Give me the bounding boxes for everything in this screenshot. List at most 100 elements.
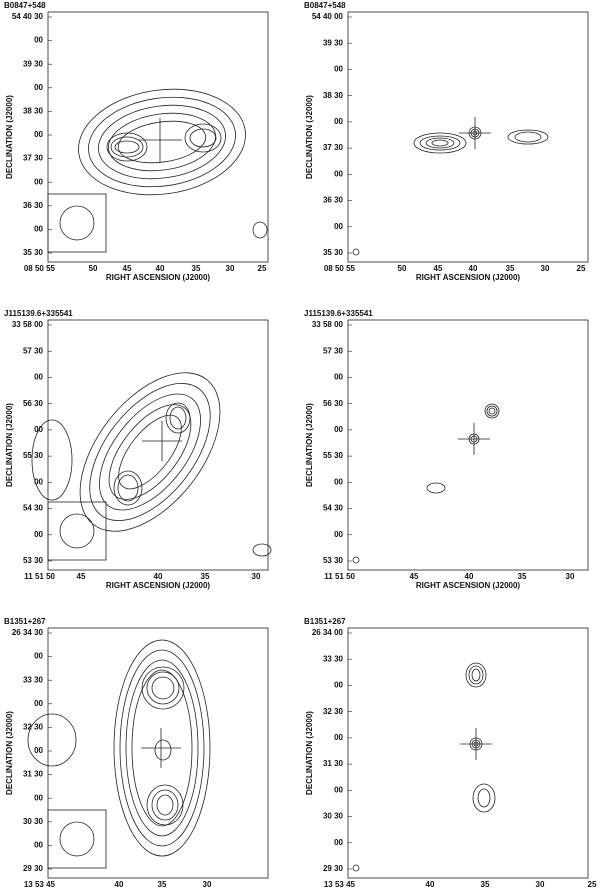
panel-frame — [347, 319, 589, 571]
x-tick-label: 30 — [541, 264, 550, 273]
y-tick-label: 56 30 — [23, 399, 44, 408]
contour — [117, 474, 139, 502]
y-tick-label: 56 30 — [323, 399, 344, 408]
y-tick-label: 36 30 — [323, 196, 344, 205]
contour — [252, 543, 272, 557]
x-axis-label: RIGHT ASCENSION (J2000) — [416, 273, 521, 282]
y-tick-label: 54 40 00 — [312, 12, 344, 21]
beam — [59, 205, 95, 241]
y-axis-label: DECLINATION (J2000) — [5, 711, 14, 795]
x-tick-label: 13 53 45 — [24, 880, 56, 887]
y-tick-label: 39 30 — [323, 38, 344, 47]
contour — [413, 132, 467, 154]
y-tick-label: 00 — [334, 117, 343, 126]
x-tick-label: 40 — [465, 572, 474, 581]
contour — [514, 131, 542, 143]
contour — [89, 382, 211, 522]
contour — [108, 404, 192, 500]
y-tick-label: 32 30 — [23, 723, 44, 732]
contour — [78, 88, 246, 196]
y-tick-label: 54 40 30 — [12, 12, 44, 21]
panel-title: J115139.6+335541 — [304, 309, 373, 318]
x-tick-label: 08 50 55 — [24, 264, 56, 273]
contour — [146, 784, 184, 826]
y-tick-label: 00 — [34, 652, 43, 661]
contour — [165, 402, 191, 434]
x-axis-label: RIGHT ASCENSION (J2000) — [416, 581, 521, 590]
x-tick-label: 40 — [115, 880, 124, 887]
y-tick-label: 00 — [34, 36, 43, 45]
y-tick-label: 54 30 — [323, 504, 344, 513]
y-tick-label: 37 30 — [23, 154, 44, 163]
x-tick-label: 50 — [89, 264, 98, 273]
y-tick-label: 00 — [34, 699, 43, 708]
contour — [113, 470, 143, 506]
contour — [99, 393, 201, 511]
x-axis-label: RIGHT ASCENSION (J2000) — [106, 273, 211, 282]
y-tick-label: 26 34 00 — [312, 628, 344, 637]
y-tick-label: 29 30 — [323, 864, 344, 873]
beam — [352, 556, 360, 564]
contour — [431, 139, 449, 147]
y-tick-label: 00 — [34, 530, 43, 539]
y-tick-label: 54 30 — [23, 504, 44, 513]
x-tick-label: 45 — [123, 264, 132, 273]
contour — [471, 668, 481, 682]
contour — [79, 372, 221, 532]
x-tick-label: 30 — [226, 264, 235, 273]
y-tick-label: 00 — [34, 177, 43, 186]
panel-title: B0847+548 — [4, 1, 46, 10]
y-tick-label: 00 — [334, 838, 343, 847]
contour — [27, 713, 77, 767]
y-tick-label: 00 — [334, 222, 343, 231]
contour — [484, 403, 500, 419]
y-tick-label: 30 30 — [323, 812, 344, 821]
y-tick-label: 57 30 — [23, 346, 44, 355]
y-tick-label: 38 30 — [23, 107, 44, 116]
y-axis-label: DECLINATION (J2000) — [305, 711, 314, 795]
panel-title: B1351+267 — [4, 617, 46, 626]
x-tick-label: 40 — [469, 264, 478, 273]
y-tick-label: 36 30 — [23, 201, 44, 210]
y-tick-label: 35 30 — [23, 248, 44, 257]
contour — [507, 129, 549, 145]
x-tick-label: 08 50 55 — [324, 264, 356, 273]
contour — [477, 788, 491, 808]
y-axis-label: DECLINATION (J2000) — [305, 95, 314, 179]
contour — [189, 128, 217, 148]
x-tick-label: 35 — [158, 880, 167, 887]
contour — [488, 407, 496, 415]
y-tick-label: 00 — [334, 477, 343, 486]
x-tick-label: 45 — [434, 264, 443, 273]
y-tick-label: 38 30 — [323, 91, 344, 100]
contour — [118, 414, 182, 490]
beam — [59, 513, 95, 549]
y-tick-label: 32 30 — [323, 707, 344, 716]
panel-title: B0847+548 — [304, 1, 346, 10]
contour — [252, 221, 268, 239]
contour — [110, 136, 144, 158]
y-tick-label: 00 — [334, 530, 343, 539]
y-tick-label: 00 — [334, 733, 343, 742]
y-tick-label: 00 — [34, 793, 43, 802]
y-tick-label: 53 30 — [323, 556, 344, 565]
contour — [114, 140, 140, 154]
contour — [88, 96, 236, 188]
contour — [141, 666, 185, 710]
contour — [426, 482, 446, 494]
contour — [98, 104, 226, 180]
y-tick-label: 00 — [334, 65, 343, 74]
y-tick-label: 55 30 — [23, 451, 44, 460]
y-tick-label: 00 — [334, 681, 343, 690]
contour — [184, 123, 222, 153]
beam-box — [47, 193, 107, 253]
y-tick-label: 39 30 — [23, 59, 44, 68]
x-tick-label: 45 — [410, 572, 419, 581]
x-tick-label: 13 53 45 — [324, 880, 356, 887]
contour — [125, 659, 199, 837]
y-tick-label: 35 30 — [323, 248, 344, 257]
x-tick-label: 35 — [192, 264, 201, 273]
x-tick-label: 35 — [518, 572, 527, 581]
beam-box — [47, 809, 107, 869]
x-tick-label: 25 — [577, 264, 586, 273]
